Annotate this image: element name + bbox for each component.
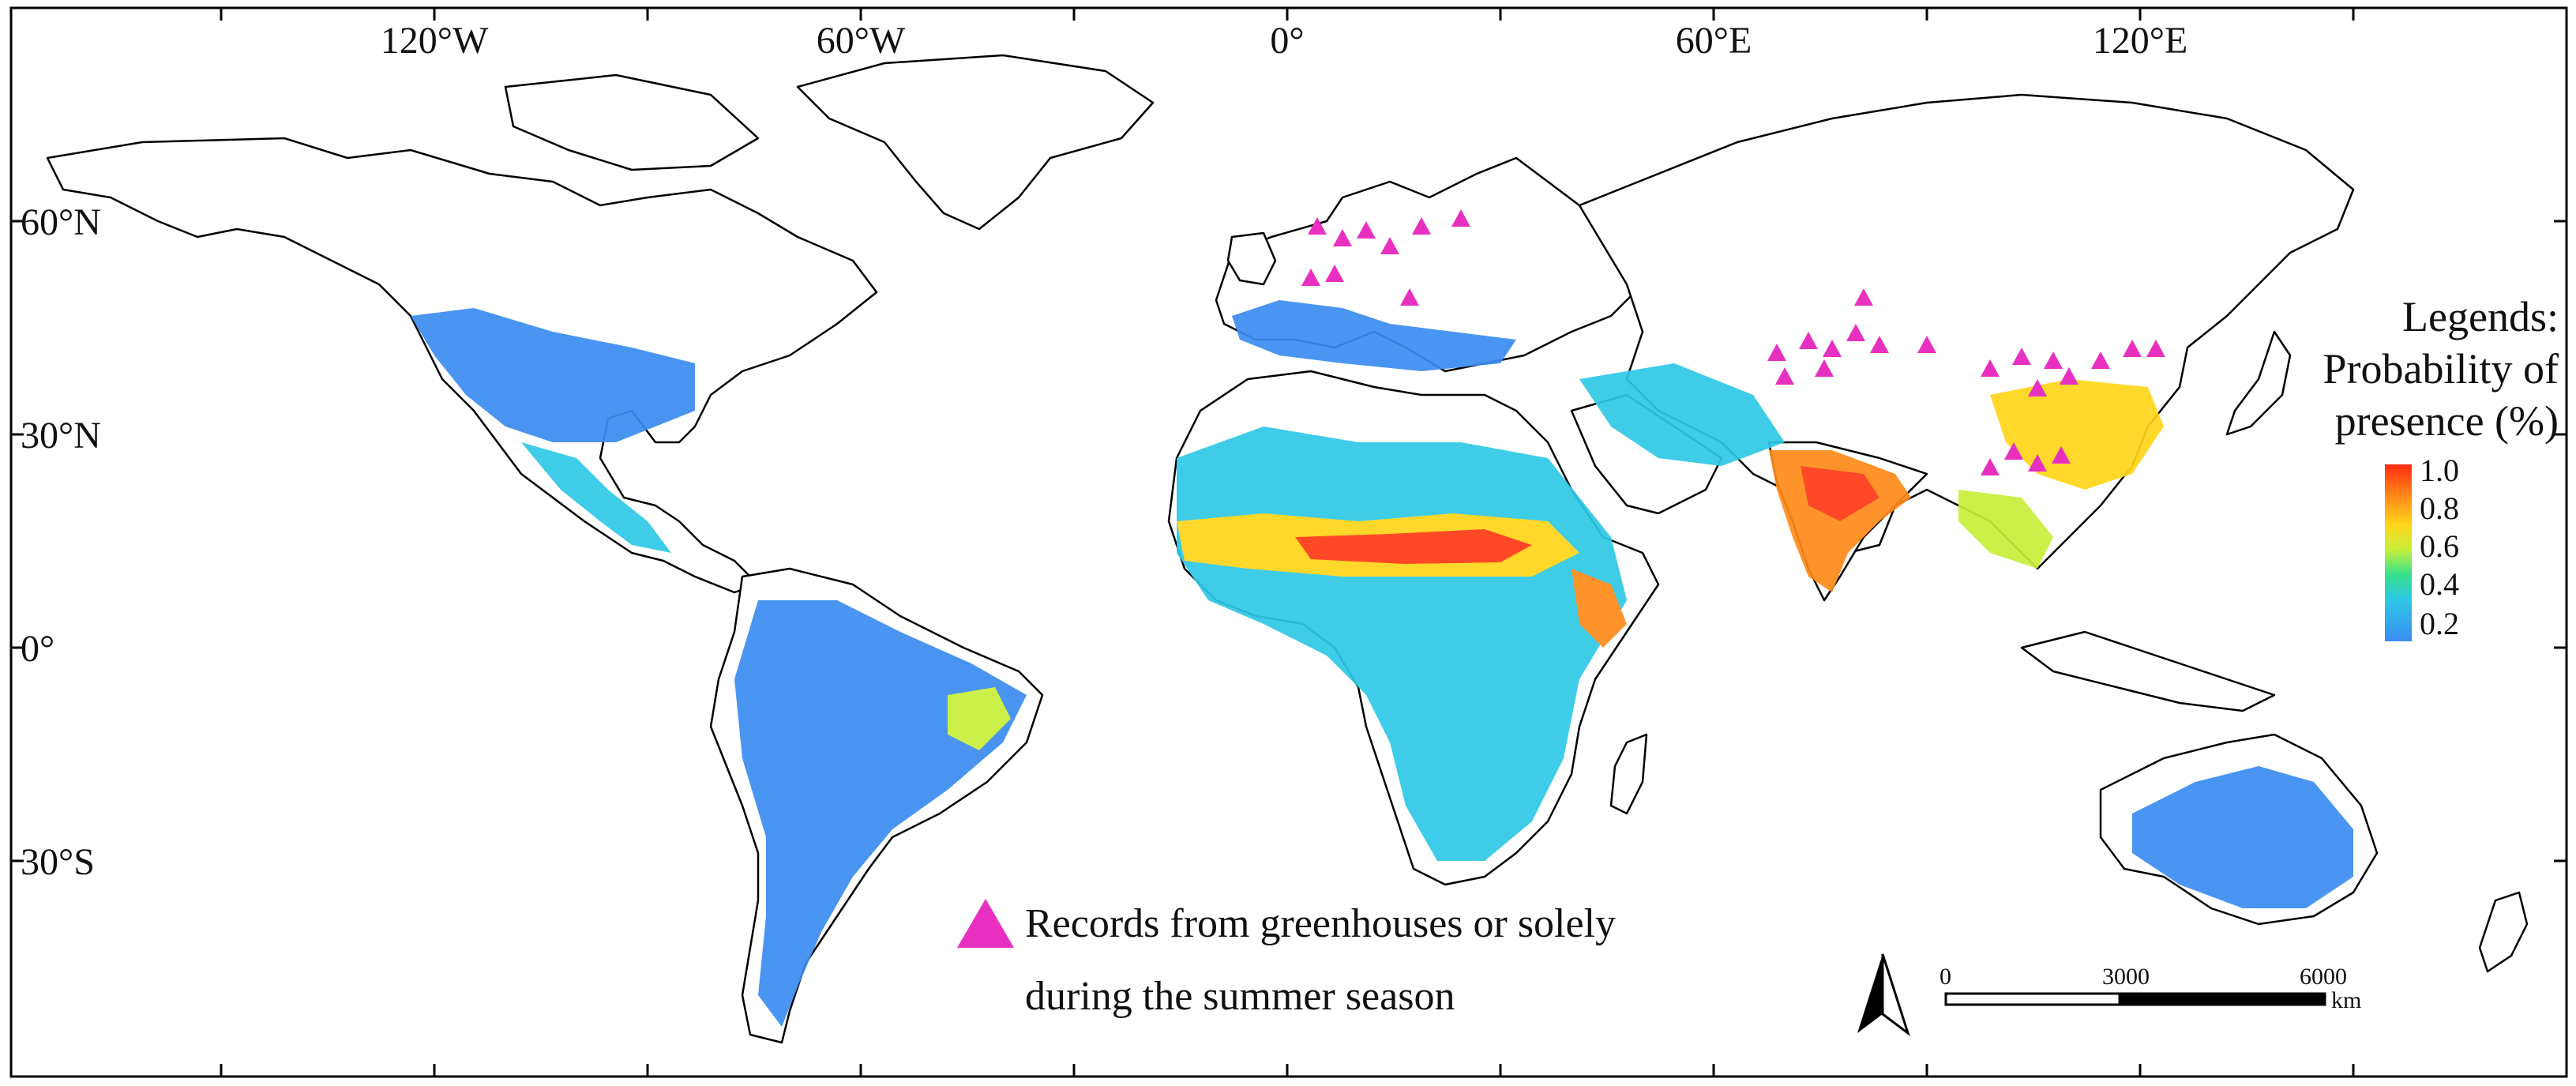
sahel-peak: [1295, 529, 1532, 564]
british-isles: [1226, 231, 1277, 286]
records-legend-triangle: [957, 899, 1014, 948]
record-marker: [1854, 288, 1873, 306]
record-marker: [1400, 288, 1419, 306]
record-marker: [1308, 217, 1327, 235]
record-marker: [1301, 269, 1320, 286]
scale-tick-0: 0: [1940, 964, 1951, 990]
mideast-prob: [1579, 363, 1785, 466]
record-marker: [2052, 446, 2071, 464]
record-marker: [1917, 336, 1936, 353]
record-marker: [2044, 351, 2063, 369]
record-marker: [1981, 458, 2000, 475]
frame-ticks: [11, 8, 2567, 1077]
legend-tick: 0.6: [2420, 528, 2459, 564]
eu-prob: [1232, 300, 1516, 371]
record-marker: [1325, 265, 1344, 282]
lon-label-120w: 120°W: [380, 20, 489, 62]
record-marker: [2028, 454, 2047, 472]
lat-label-0: 0°: [21, 628, 55, 670]
legend-heading: Legends:: [2402, 293, 2559, 340]
greenland: [796, 54, 1155, 231]
legend-tick: 1.0: [2420, 453, 2459, 488]
sa-high: [948, 687, 1011, 750]
east-africa-high: [1572, 569, 1627, 648]
north-arrow-icon: [1857, 953, 1910, 1037]
record-marker: [1823, 340, 1842, 357]
lon-label-60e: 60°E: [1675, 20, 1752, 62]
record-marker: [1412, 217, 1431, 235]
record-marker: [2004, 442, 2023, 460]
scale-tick-3000: 3000: [2102, 964, 2150, 990]
canada-arctic-islands: [504, 73, 760, 171]
record-marker: [1846, 324, 1865, 341]
record-marker: [1799, 332, 1818, 349]
lat-label-30n: 30°N: [21, 415, 101, 457]
legend-title-line2: presence (%): [2334, 397, 2559, 445]
lon-label-120e: 120°E: [2092, 20, 2188, 62]
probability-surface: [411, 300, 2353, 1027]
legend-title-line1: Probability of: [2323, 345, 2559, 393]
legend-tick: 0.2: [2420, 606, 2459, 641]
mex-prob: [521, 442, 671, 553]
lon-label-0: 0°: [1270, 20, 1305, 62]
lat-label-60n: 60°N: [21, 201, 101, 243]
new-zealand: [2478, 891, 2529, 973]
lon-label-60w: 60°W: [816, 20, 906, 62]
scale-bar: [1944, 992, 2326, 1006]
record-marker: [1870, 336, 1889, 353]
record-marker: [1981, 359, 2000, 377]
record-marker: [2012, 348, 2031, 365]
record-marker: [2028, 379, 2047, 396]
record-marker: [1775, 367, 1794, 385]
record-marker: [1333, 229, 1352, 246]
probability-color-ramp: [2385, 464, 2412, 641]
records-legend-line1: Records from greenhouses or solely: [1025, 901, 1617, 946]
madagascar: [1609, 733, 1648, 815]
record-marker: [2060, 367, 2078, 385]
seasia-prob: [1958, 490, 2053, 569]
record-marker: [1767, 344, 1786, 361]
map-frame: [9, 6, 2568, 1078]
record-marker: [2146, 340, 2165, 357]
japan: [2225, 330, 2292, 436]
lat-label-30s: 30°S: [21, 841, 95, 883]
record-marker: [1357, 221, 1376, 239]
record-marker: [2123, 340, 2142, 357]
scale-unit: km: [2331, 987, 2362, 1013]
scale-tick-6000: 6000: [2300, 964, 2347, 990]
record-marker: [1380, 237, 1399, 254]
record-markers: [1301, 209, 2165, 475]
legend-tick: 0.8: [2420, 490, 2459, 526]
record-marker: [1815, 359, 1834, 377]
southeast-asia-islands: [2020, 630, 2276, 712]
na-prob: [411, 308, 695, 442]
aus-prob: [2132, 766, 2353, 908]
records-legend-line2: during the summer season: [1025, 974, 1455, 1019]
india-peak: [1801, 466, 1879, 521]
record-marker: [2091, 351, 2110, 369]
legend-tick: 0.4: [2420, 566, 2459, 602]
record-marker: [1451, 209, 1470, 227]
